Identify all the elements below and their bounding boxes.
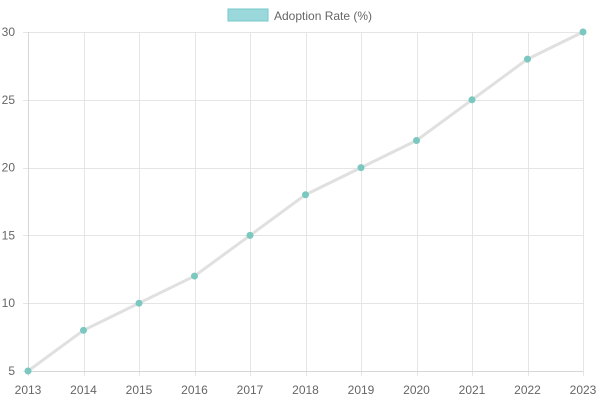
data-point[interactable]	[302, 191, 309, 199]
x-axis-tick-label: 2019	[348, 383, 375, 397]
data-point[interactable]	[468, 96, 476, 104]
grid-lines	[23, 32, 584, 376]
data-point[interactable]	[191, 272, 198, 280]
y-axis-tick-label: 25	[2, 93, 16, 107]
data-point[interactable]	[135, 299, 143, 307]
y-axis-tick-label: 20	[2, 161, 16, 175]
x-axis-labels: 2013 2014 2015 2016 2017 2018 2019 2020 2021 2022…	[15, 383, 597, 397]
y-axis-tick-label: 15	[2, 228, 16, 242]
x-axis-tick-label: 2017	[237, 383, 264, 397]
series-adoption-rate	[24, 28, 587, 375]
legend[interactable]: Adoption Rate (%)	[227, 8, 372, 23]
legend-label[interactable]: Adoption Rate (%)	[274, 9, 372, 23]
x-axis-tick-label: 2020	[403, 383, 430, 397]
y-axis-tick-label: 5	[8, 364, 15, 378]
data-point[interactable]	[246, 231, 254, 239]
x-axis-tick-label: 2023	[570, 383, 597, 397]
axes	[28, 32, 583, 372]
x-axis-tick-label: 2016	[181, 383, 208, 397]
x-axis-tick-label: 2014	[70, 383, 97, 397]
data-point[interactable]	[24, 367, 32, 375]
y-axis-tick-label: 30	[2, 25, 16, 39]
data-point[interactable]	[524, 55, 531, 63]
data-point[interactable]	[80, 326, 87, 334]
data-point[interactable]	[579, 28, 587, 36]
series-line	[26, 30, 585, 373]
y-axis-labels: 5 10 15 20 25 30	[2, 25, 16, 378]
y-axis-tick-label: 10	[2, 296, 16, 310]
data-point[interactable]	[413, 136, 420, 144]
data-point[interactable]	[357, 164, 365, 172]
x-axis-tick-label: 2015	[126, 383, 153, 397]
legend-swatch[interactable]	[227, 8, 269, 22]
x-axis-tick-label: 2021	[459, 383, 486, 397]
x-axis-tick-label: 2013	[15, 383, 42, 397]
x-axis-tick-label: 2022	[514, 383, 541, 397]
x-axis-tick-label: 2018	[292, 383, 319, 397]
